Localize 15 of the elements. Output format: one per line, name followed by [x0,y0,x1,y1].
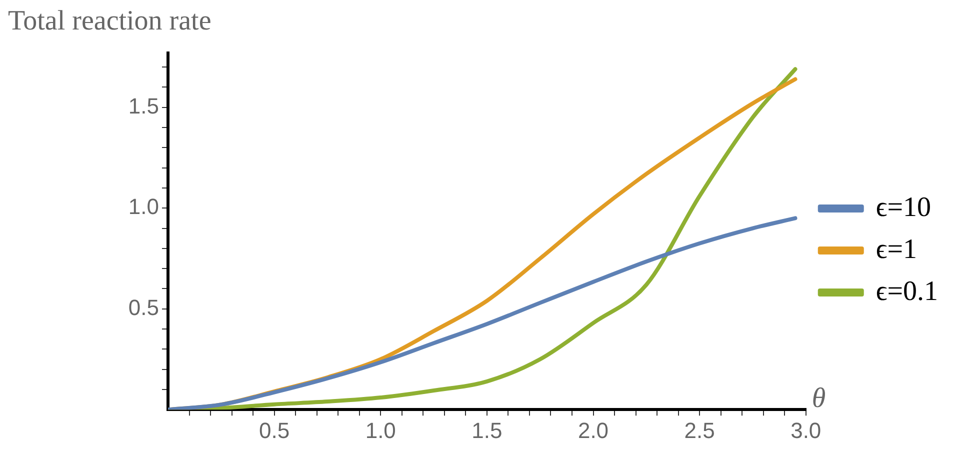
y-tick-label: 1.5 [128,93,159,118]
x-tick-label: 2.0 [578,418,609,443]
x-tick-label: 0.5 [259,418,290,443]
x-tick-label: 3.0 [790,418,822,443]
y-tick-label: 0.5 [128,294,159,320]
y-axis-title: Total reaction rate [8,5,212,36]
legend-label: ϵ=1 [876,234,917,265]
line-series [168,216,798,410]
x-tick-label: 1.5 [472,418,502,443]
legend-label: ϵ=0.1 [876,276,938,307]
x-tick-label: 1.0 [365,418,396,443]
x-axis-title: θ [812,382,826,414]
legend-label: ϵ=10 [876,192,931,223]
x-tick-label: 2.5 [684,418,715,443]
y-tick-label: 1.0 [128,194,159,220]
